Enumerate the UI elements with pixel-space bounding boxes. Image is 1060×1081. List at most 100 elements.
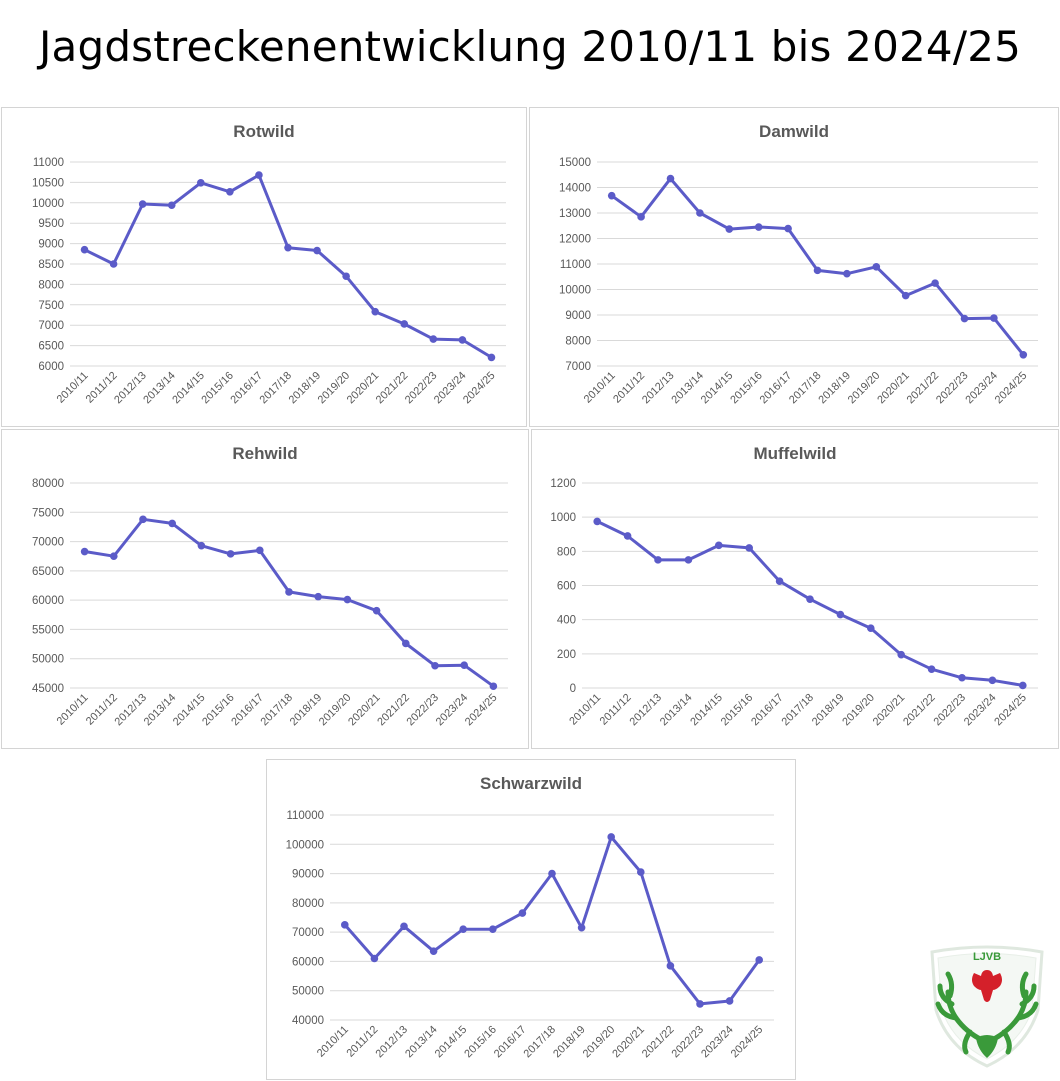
x-tick-label: 2016/17 [749, 692, 786, 729]
data-point [684, 556, 693, 564]
x-tick-label: 2024/25 [993, 370, 1030, 407]
x-tick-label: 2022/23 [670, 1024, 707, 1061]
data-point [548, 869, 556, 878]
x-tick-label: 2019/20 [581, 1024, 618, 1061]
x-tick-label: 2010/11 [582, 370, 618, 406]
x-tick-label: 2011/12 [598, 692, 634, 728]
y-tick-label: 13000 [559, 208, 591, 220]
data-point [109, 260, 118, 268]
data-point [342, 272, 350, 281]
line-chart-schwarzwild: 40000 50000 60000 70000 80000 90000 100000 1100… [286, 810, 774, 1061]
y-tick-label: 9000 [565, 310, 591, 322]
data-point [429, 947, 438, 955]
data-point [370, 954, 379, 963]
data-point [813, 266, 822, 275]
y-tick-label: 6000 [38, 361, 64, 373]
ljvb-logo: LJVB [926, 940, 1048, 1068]
x-tick-label: 2024/25 [463, 692, 500, 729]
data-point [226, 187, 234, 196]
data-point [255, 546, 264, 555]
chart-panel-damwild: Damwild 7000 8000 9000 10000 11000 12000 13000… [529, 107, 1059, 427]
y-tick-label: 50000 [32, 654, 64, 666]
y-tick-label: 200 [557, 649, 576, 661]
data-point [314, 592, 323, 601]
y-tick-label: 7000 [38, 320, 64, 332]
chart-panel-rotwild: Rotwild 6000 6500 7000 7500 8000 8500 9000 9500… [1, 107, 527, 427]
data-point [577, 923, 586, 932]
x-tick-label: 2021/22 [901, 692, 938, 729]
data-point [715, 541, 723, 550]
x-tick-label: 2017/18 [780, 692, 817, 729]
data-point [897, 650, 905, 659]
y-tick-label: 100000 [286, 839, 324, 851]
series-line [83, 517, 495, 688]
x-tick-label: 2018/19 [551, 1024, 588, 1061]
y-tick-label: 70000 [32, 537, 64, 549]
data-point [285, 588, 293, 596]
data-point [637, 213, 645, 221]
data-point [696, 209, 704, 217]
chart-panel-muffelwild: Muffelwild 0 200 400 600 800 1000 1200 2010/11 2… [531, 429, 1059, 749]
y-tick-label: 10000 [32, 198, 64, 210]
data-point [696, 1000, 704, 1008]
data-point [139, 515, 147, 524]
y-tick-label: 10000 [559, 285, 591, 297]
x-tick-label: 2014/15 [433, 1024, 470, 1061]
y-tick-label: 14000 [559, 183, 591, 195]
y-tick-label: 600 [557, 581, 576, 593]
data-point [990, 314, 998, 322]
data-point [1019, 681, 1027, 690]
data-point [623, 532, 632, 540]
chart-panel-rehwild: Rehwild 45000 50000 55000 60000 65000 70000 75… [1, 429, 529, 749]
data-point [80, 547, 89, 556]
x-tick-label: 2019/20 [840, 692, 877, 729]
data-point [372, 606, 381, 615]
y-tick-label: 6500 [38, 341, 64, 353]
x-tick-label: 2012/13 [628, 692, 665, 729]
data-point [226, 550, 235, 558]
data-point [637, 868, 645, 876]
chart-title: Schwarzwild [479, 774, 583, 793]
data-point [255, 171, 263, 179]
data-point [755, 956, 763, 964]
x-tick-label: 2015/16 [462, 1024, 499, 1061]
y-tick-label: 400 [557, 615, 576, 627]
data-point [666, 174, 675, 183]
data-point [958, 673, 966, 682]
data-point [138, 200, 147, 208]
y-tick-label: 8000 [565, 336, 591, 348]
x-tick-label: 2010/11 [315, 1024, 351, 1060]
x-tick-label: 2022/23 [932, 692, 969, 729]
data-point [607, 833, 615, 841]
chart-panel-schwarzwild: Schwarzwild 40000 50000 60000 70000 80000 900… [266, 759, 796, 1080]
y-tick-label: 80000 [292, 898, 324, 910]
y-tick-label: 11000 [560, 259, 591, 271]
y-tick-label: 40000 [292, 1015, 324, 1027]
data-point [110, 552, 118, 561]
data-point [745, 544, 753, 552]
line-chart-rehwild: 45000 50000 55000 60000 65000 70000 75000 80000… [32, 478, 508, 729]
y-tick-label: 45000 [32, 683, 64, 695]
data-point [487, 353, 496, 362]
y-tick-label: 70000 [292, 927, 324, 939]
logo-text: LJVB [973, 951, 1001, 963]
data-point [168, 519, 176, 528]
data-point [197, 179, 205, 187]
data-point [654, 556, 662, 564]
y-tick-label: 0 [570, 683, 576, 695]
data-point [429, 335, 438, 343]
chart-title: Muffelwild [753, 444, 837, 463]
y-tick-label: 15000 [559, 157, 591, 169]
data-point [400, 320, 409, 328]
data-point [725, 997, 734, 1005]
data-point [459, 925, 467, 934]
x-tick-label: 2024/25 [461, 370, 498, 407]
x-tick-label: 2020/21 [871, 692, 908, 729]
x-tick-label: 2020/21 [610, 1024, 647, 1061]
x-tick-label: 2017/18 [522, 1024, 559, 1061]
y-tick-label: 50000 [292, 986, 324, 998]
data-point [872, 263, 881, 271]
data-point [460, 661, 469, 669]
shield-logo-icon: LJVB [930, 945, 1044, 1068]
y-tick-label: 55000 [32, 624, 64, 636]
